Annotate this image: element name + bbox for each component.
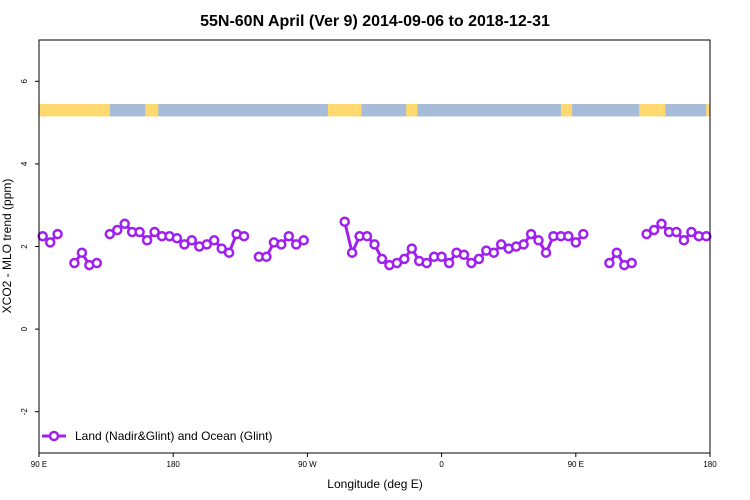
legend: Land (Nadir&Glint) and Ocean (Glint) bbox=[42, 429, 272, 443]
data-point bbox=[611, 247, 623, 258]
data-point bbox=[339, 216, 350, 227]
legend-label: Land (Nadir&Glint) and Ocean (Glint) bbox=[75, 429, 272, 443]
data-point bbox=[533, 235, 544, 246]
data-point bbox=[361, 230, 373, 242]
data-point bbox=[37, 230, 48, 242]
ocean-band-4 bbox=[572, 104, 640, 117]
data-point bbox=[443, 257, 455, 269]
data-point bbox=[276, 239, 287, 250]
data-point bbox=[406, 243, 418, 254]
data-point bbox=[525, 228, 537, 240]
data-point bbox=[701, 230, 712, 242]
data-point bbox=[141, 235, 153, 246]
data-point bbox=[290, 239, 302, 250]
data-point bbox=[399, 253, 410, 265]
chart-title: 55N-60N April (Ver 9) 2014-09-06 to 2018… bbox=[200, 13, 550, 30]
data-point bbox=[346, 247, 358, 258]
data-point bbox=[376, 253, 388, 265]
ocean-band-0 bbox=[109, 104, 146, 117]
data-point bbox=[171, 232, 183, 244]
x-tick-label: 90 W bbox=[298, 460, 317, 469]
x-tick-label: 0 bbox=[439, 460, 444, 469]
ocean-band-1 bbox=[158, 104, 328, 117]
y-tick-label: -2 bbox=[20, 408, 29, 416]
data-point bbox=[391, 257, 403, 269]
data-point bbox=[656, 218, 667, 230]
data-point bbox=[149, 226, 160, 238]
x-tick-label: 90 E bbox=[568, 460, 584, 469]
data-point bbox=[678, 235, 690, 246]
data-point bbox=[44, 237, 56, 248]
data-point bbox=[104, 228, 116, 240]
data-point bbox=[179, 239, 190, 250]
land-ocean-strip bbox=[39, 104, 710, 117]
series-layer bbox=[37, 216, 712, 271]
data-point bbox=[421, 257, 432, 269]
data-point bbox=[91, 257, 103, 269]
data-point bbox=[283, 230, 295, 242]
data-point bbox=[458, 249, 470, 261]
data-point bbox=[648, 224, 660, 236]
legend-marker bbox=[48, 430, 60, 442]
x-axis: 90 E 180 90 W 0 90 E 180 bbox=[31, 453, 717, 469]
data-point bbox=[495, 239, 507, 250]
y-axis: -2 0 2 4 6 bbox=[20, 79, 39, 416]
data-point bbox=[119, 218, 130, 230]
data-point bbox=[671, 226, 682, 238]
x-tick-label: 180 bbox=[167, 460, 181, 469]
data-point bbox=[641, 228, 652, 240]
data-point bbox=[52, 228, 63, 240]
data-point bbox=[604, 257, 615, 269]
data-point bbox=[261, 251, 272, 263]
y-tick-label: 6 bbox=[20, 79, 29, 84]
data-point bbox=[298, 235, 309, 246]
ocean-band-3 bbox=[417, 104, 561, 117]
x-axis-label: Longitude (deg E) bbox=[327, 477, 422, 491]
data-point bbox=[466, 257, 477, 269]
data-point bbox=[76, 247, 88, 258]
y-tick-label: 2 bbox=[20, 244, 29, 249]
data-point bbox=[369, 239, 380, 250]
ocean-band-2 bbox=[361, 104, 407, 117]
data-point bbox=[186, 235, 198, 246]
data-point bbox=[518, 239, 529, 250]
data-point bbox=[570, 237, 582, 248]
y-tick-label: 0 bbox=[20, 326, 29, 331]
data-point bbox=[134, 226, 145, 238]
data-point bbox=[223, 247, 235, 258]
ocean-band-5 bbox=[665, 104, 707, 117]
y-tick-label: 4 bbox=[20, 161, 29, 166]
data-point bbox=[626, 257, 637, 269]
data-point bbox=[208, 235, 220, 246]
data-point bbox=[436, 251, 447, 263]
data-point bbox=[201, 239, 213, 250]
data-point bbox=[216, 243, 227, 254]
data-point bbox=[563, 230, 574, 242]
data-point bbox=[686, 226, 697, 238]
data-point bbox=[473, 253, 485, 265]
y-axis-label: XCO2 - MLO trend (ppm) bbox=[0, 179, 14, 314]
data-point bbox=[69, 257, 80, 269]
data-point bbox=[238, 230, 250, 242]
data-point bbox=[578, 228, 589, 240]
x-tick-label: 180 bbox=[703, 460, 717, 469]
data-point bbox=[488, 247, 500, 258]
data-point bbox=[112, 224, 123, 236]
x-tick-label: 90 E bbox=[31, 460, 47, 469]
data-point bbox=[540, 247, 552, 258]
